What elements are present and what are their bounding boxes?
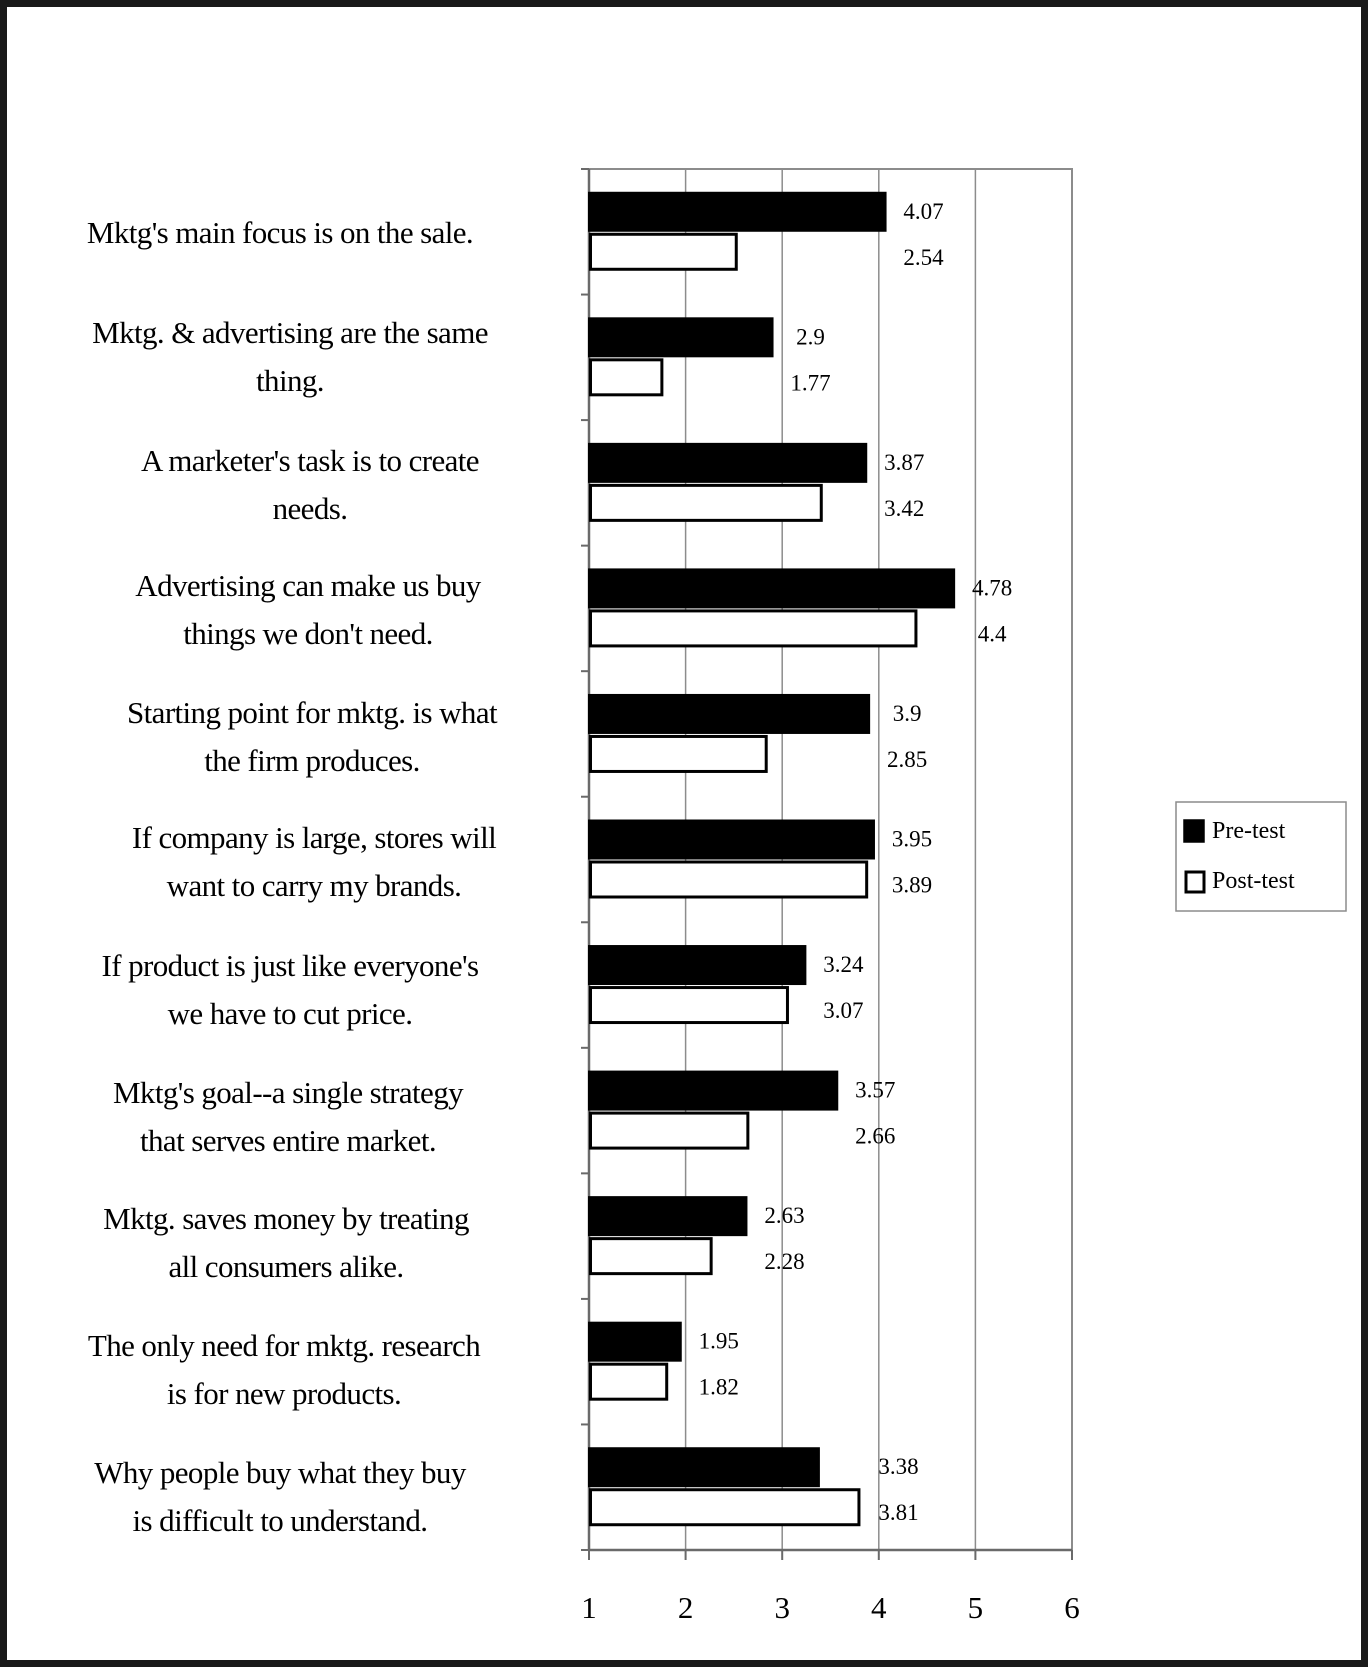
category-label-line: things we don't need. (183, 616, 433, 651)
legend-swatch-post-test (1184, 870, 1206, 894)
category-label-line: Mktg. & advertising are the same (92, 315, 488, 350)
value-label-pre-test: 3.24 (823, 952, 864, 977)
bar-post-test (589, 1488, 861, 1527)
value-label-post-test: 1.77 (790, 370, 830, 395)
category-label: If product is just like everyone's we hav… (40, 942, 540, 1038)
category-label-line: If company is large, stores will (131, 820, 497, 855)
bar-pre-test (588, 1447, 820, 1488)
category-label-line: Mktg's main focus is on the sale. (86, 215, 474, 250)
category-label-line: want to carry my brands. (166, 868, 462, 903)
value-label-pre-test: 3.57 (855, 1078, 895, 1103)
category-label: Advertising can make us buy things we don… (58, 562, 558, 658)
bar-post-test (589, 609, 918, 648)
category-label-line: the firm produces. (204, 743, 420, 778)
bar-pre-test (588, 191, 887, 232)
value-label-post-test: 3.89 (892, 873, 932, 898)
x-tick-label: 3 (774, 1590, 790, 1625)
value-label-pre-test: 3.38 (878, 1454, 918, 1479)
bar-post-test (589, 483, 823, 522)
value-label-post-test: 2.85 (887, 747, 927, 772)
bar-pre-test (588, 693, 871, 734)
value-label-pre-test: 4.07 (903, 199, 943, 224)
value-label-pre-test: 2.9 (796, 324, 825, 349)
x-tick-label: 5 (968, 1590, 984, 1625)
value-label-pre-test: 3.95 (892, 827, 932, 852)
category-label-line: The only need for mktg. research (87, 1328, 481, 1363)
category-label-line: we have to cut price. (167, 996, 413, 1031)
bar-pre-test (588, 1196, 748, 1237)
bar-post-test (589, 1237, 713, 1276)
value-label-pre-test: 1.95 (699, 1329, 739, 1354)
value-label-pre-test: 4.78 (972, 575, 1012, 600)
category-label-line: Advertising can make us buy (135, 568, 481, 603)
category-label: Mktg's main focus is on the sale. (30, 209, 530, 257)
legend-swatch-pre-test (1183, 819, 1205, 843)
bar-post-test (589, 1362, 669, 1401)
category-label-line: is difficult to understand. (132, 1503, 429, 1538)
category-label-line: If product is just like everyone's (101, 948, 480, 983)
value-label-pre-test: 2.63 (764, 1203, 804, 1228)
category-label-line: A marketer's task is to create (141, 443, 480, 478)
value-label-post-test: 1.82 (699, 1375, 739, 1400)
bar-post-test (589, 986, 789, 1025)
legend-label-pre-test: Pre-test (1212, 818, 1286, 844)
legend-label-post-test: Post-test (1212, 868, 1295, 894)
bar-post-test (589, 860, 869, 899)
bar-pre-test (588, 819, 875, 860)
value-label-post-test: 2.28 (764, 1249, 804, 1274)
bar-pre-test (588, 1321, 682, 1362)
category-label-line: Starting point for mktg. is what (127, 695, 498, 730)
category-label-line: needs. (272, 491, 348, 526)
value-label-post-test: 2.54 (903, 245, 944, 270)
bar-pre-test (588, 1070, 839, 1111)
bar-post-test (589, 232, 738, 271)
value-label-post-test: 2.66 (855, 1124, 895, 1149)
category-label: A marketer's task is to create needs. (60, 437, 560, 533)
bar-post-test (589, 1111, 750, 1150)
bar-post-test (589, 734, 768, 773)
x-tick-label: 2 (678, 1590, 694, 1625)
category-label-line: Why people buy what they buy (94, 1455, 466, 1490)
value-label-post-test: 4.4 (978, 621, 1007, 646)
category-label: If company is large, stores will want to … (64, 814, 564, 910)
x-tick-label: 6 (1064, 1590, 1080, 1625)
category-label: Mktg. saves money by treating all consume… (36, 1195, 536, 1291)
x-tick-label: 4 (871, 1590, 887, 1625)
bar-post-test (589, 358, 664, 397)
category-label-line: thing. (256, 363, 324, 398)
x-tick-label: 1 (581, 1590, 597, 1625)
value-label-pre-test: 3.9 (893, 701, 922, 726)
value-label-post-test: 3.07 (823, 998, 863, 1023)
category-label-line: that serves entire market. (140, 1123, 437, 1158)
bar-pre-test (588, 568, 956, 609)
category-label-line: all consumers alike. (168, 1249, 404, 1284)
bar-pre-test (588, 442, 868, 483)
value-label-pre-test: 3.87 (884, 450, 924, 475)
category-label: Why people buy what they buy is difficult… (30, 1449, 530, 1545)
category-label: Starting point for mktg. is what the firm… (62, 689, 562, 785)
category-label-line: Mktg. saves money by treating (103, 1201, 469, 1236)
bar-pre-test (588, 317, 774, 358)
category-label-line: is for new products. (166, 1376, 402, 1411)
bar-pre-test (588, 945, 807, 986)
value-label-post-test: 3.81 (878, 1500, 918, 1525)
value-label-post-test: 3.42 (884, 496, 924, 521)
category-label: The only need for mktg. research is for n… (34, 1322, 534, 1418)
category-label-line: Mktg's goal--a single strategy (112, 1075, 464, 1110)
category-label: Mktg. & advertising are the same thing. (40, 309, 540, 405)
category-label: Mktg's goal--a single strategy that serve… (38, 1069, 538, 1165)
